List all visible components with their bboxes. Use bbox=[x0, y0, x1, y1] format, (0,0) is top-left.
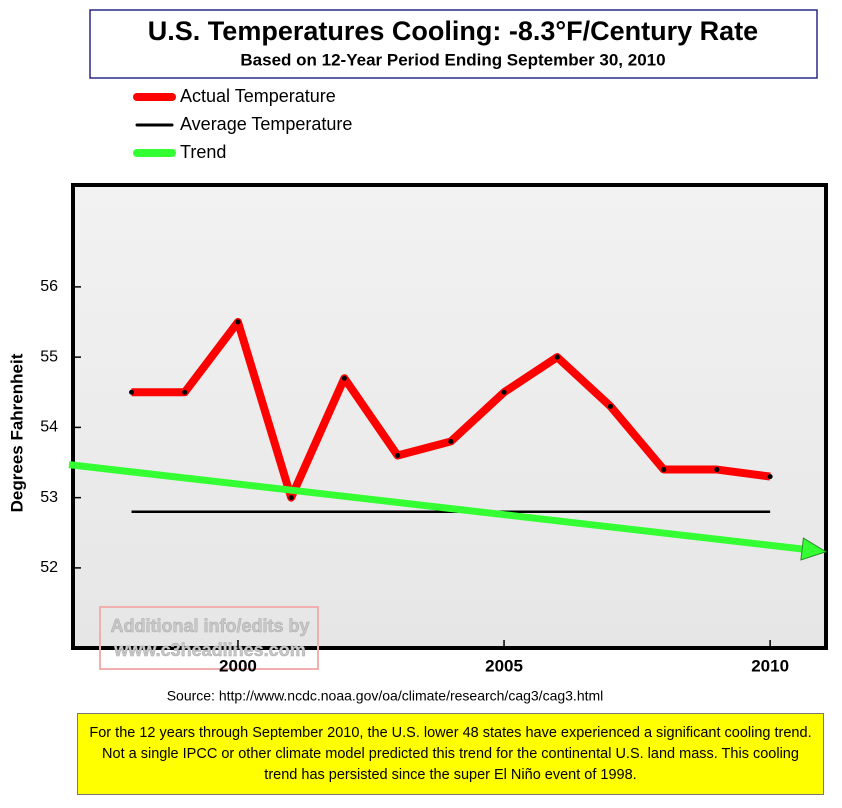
y-tick-label: 52 bbox=[40, 559, 58, 576]
caption: For the 12 years through September 2010,… bbox=[77, 713, 824, 795]
point bbox=[395, 452, 401, 458]
watermark: www.c3headlines.com bbox=[113, 640, 305, 660]
source: Source: http://www.ncdc.noaa.gov/oa/clim… bbox=[167, 688, 604, 704]
legend-label: Actual Temperature bbox=[180, 86, 336, 106]
plot-area bbox=[71, 183, 828, 650]
point bbox=[767, 474, 773, 480]
trend-arrowhead bbox=[800, 537, 828, 561]
point bbox=[661, 467, 667, 473]
point bbox=[448, 438, 454, 444]
point bbox=[607, 403, 613, 409]
trend-line bbox=[68, 461, 803, 553]
legend-label: Trend bbox=[180, 142, 226, 162]
point bbox=[341, 375, 347, 381]
title-box bbox=[89, 9, 818, 79]
chart-subtitle: Based on 12-Year Period Ending September… bbox=[240, 50, 665, 69]
chart-title: U.S. Temperatures Cooling: -8.3°F/Centur… bbox=[148, 16, 758, 46]
watermark: Additional info/edits by bbox=[111, 616, 310, 636]
point bbox=[288, 495, 294, 501]
y-tick-label: 53 bbox=[40, 489, 58, 506]
point bbox=[129, 389, 135, 395]
x-tick-label: 2010 bbox=[751, 656, 789, 675]
y-axis-label: Degrees Fahrenheit bbox=[7, 353, 26, 512]
point bbox=[714, 467, 720, 473]
point bbox=[235, 319, 241, 325]
point bbox=[554, 354, 560, 360]
y-tick-label: 55 bbox=[40, 348, 58, 365]
watermark-box bbox=[99, 606, 319, 670]
y-tick-label: 54 bbox=[40, 419, 58, 436]
point bbox=[501, 389, 507, 395]
point bbox=[182, 389, 188, 395]
y-tick-label: 56 bbox=[40, 278, 58, 295]
legend-label: Average Temperature bbox=[180, 114, 352, 134]
x-tick-label: 2000 bbox=[219, 656, 257, 675]
x-tick-label: 2005 bbox=[485, 656, 523, 675]
